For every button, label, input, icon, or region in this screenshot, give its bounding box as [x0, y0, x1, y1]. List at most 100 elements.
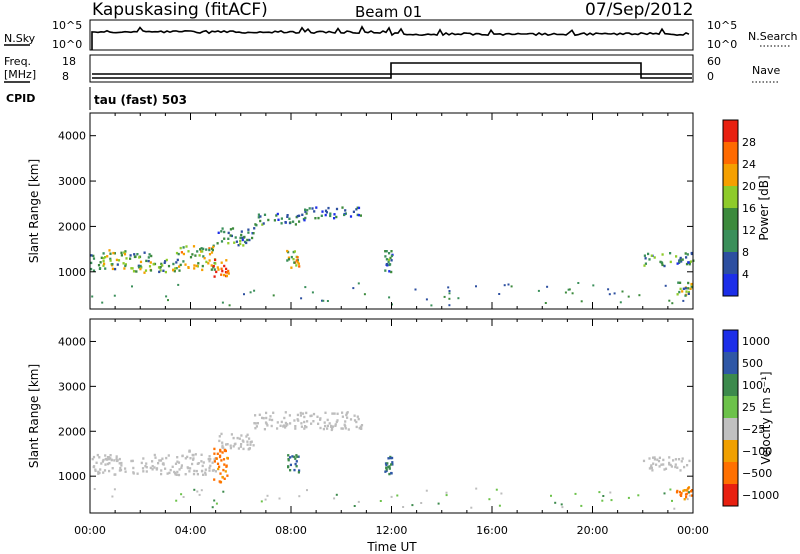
echo-cell	[93, 488, 96, 490]
echo-cell	[184, 457, 187, 460]
echo-cell	[174, 471, 177, 475]
echo-cell	[136, 253, 139, 256]
echo-cell	[143, 271, 146, 274]
x-tick-label: 20:00	[577, 524, 609, 537]
echo-cell	[488, 498, 491, 501]
echo-cell	[293, 419, 296, 422]
echo-cell	[163, 261, 166, 264]
echo-cell	[205, 248, 208, 251]
echo-cell	[213, 478, 216, 481]
echo-cell	[303, 420, 306, 424]
echo-cell	[217, 467, 220, 471]
echo-cell	[99, 261, 102, 264]
echo-cell	[102, 257, 105, 260]
echo-cell	[294, 427, 297, 430]
echo-cell	[223, 448, 226, 452]
echo-cell	[324, 424, 327, 428]
echo-cell	[475, 487, 478, 490]
echo-cell	[224, 470, 227, 473]
nave-label: Nave	[752, 64, 780, 77]
echo-cell	[280, 217, 283, 220]
echo-cell	[221, 451, 224, 454]
echo-cell	[649, 465, 653, 469]
echo-cell	[385, 468, 388, 471]
echo-cell	[261, 416, 264, 420]
echo-cell	[243, 293, 245, 296]
echo-cell	[344, 212, 347, 215]
echo-cell	[185, 245, 188, 248]
echo-cell	[437, 502, 440, 505]
echo-cell	[388, 465, 391, 468]
echo-cell	[685, 290, 688, 293]
echo-cell	[174, 267, 177, 270]
echo-cell	[299, 414, 302, 417]
echo-cell	[304, 208, 307, 211]
echo-cell	[568, 288, 571, 291]
echo-cell	[601, 499, 604, 502]
echo-cell	[219, 450, 222, 453]
time-axis-label: Time UT	[366, 540, 417, 554]
echo-cell	[240, 434, 243, 437]
echo-cell	[248, 238, 251, 242]
echo-cell	[297, 471, 300, 474]
echo-cell	[182, 260, 185, 263]
echo-cell	[289, 456, 292, 459]
echo-cell	[212, 245, 215, 249]
echo-cell	[287, 457, 290, 461]
echo-cell	[171, 465, 174, 468]
echo-cell	[689, 287, 692, 290]
echo-cell	[686, 488, 689, 492]
echo-cell	[297, 262, 300, 265]
echo-cell	[211, 248, 214, 252]
echo-cell	[218, 455, 222, 459]
echo-cell	[675, 491, 679, 494]
time-axis: 00:00 04:00 08:00 12:00 16:00 20:00 00:00	[74, 524, 709, 537]
echo-cell	[279, 424, 282, 427]
echo-cell	[287, 454, 290, 457]
echo-cell	[391, 463, 394, 466]
colorbar-tick-label: 12	[742, 224, 756, 237]
echo-cell	[213, 452, 216, 455]
echo-cell	[207, 457, 210, 461]
echo-cell	[148, 265, 152, 268]
echo-cell	[292, 250, 295, 254]
echo-cell	[129, 257, 132, 260]
echo-cell	[221, 269, 224, 273]
echo-cell	[177, 252, 180, 256]
echo-cell	[219, 448, 222, 452]
echo-cell	[199, 248, 202, 251]
echo-cell	[304, 216, 307, 220]
echo-cell	[220, 230, 223, 233]
echo-cell	[684, 294, 687, 297]
echo-cell	[104, 454, 107, 457]
echo-cell	[335, 493, 338, 496]
echo-cell	[681, 290, 684, 293]
echo-cell	[201, 264, 204, 268]
echo-cell	[656, 458, 659, 461]
echo-cell	[443, 295, 446, 298]
echo-cell	[292, 258, 295, 261]
echo-cell	[647, 252, 650, 256]
echo-cell	[312, 412, 316, 416]
echo-cell	[223, 264, 226, 268]
echo-cell	[132, 466, 135, 470]
echo-cell	[289, 422, 292, 425]
echo-cell	[222, 458, 226, 461]
echo-cell	[353, 419, 357, 422]
echo-cell	[686, 498, 689, 501]
echo-cell	[326, 300, 329, 302]
echo-cell	[188, 450, 191, 453]
x-tick-label: 04:00	[175, 524, 207, 537]
echo-cell	[168, 471, 171, 475]
echo-cell	[295, 259, 298, 262]
echo-cell	[175, 251, 179, 255]
echo-cell	[189, 467, 192, 470]
echo-cell	[102, 252, 105, 255]
echo-cell	[288, 217, 291, 220]
echo-cell	[131, 459, 134, 463]
echo-cell	[648, 258, 651, 261]
echo-cell	[537, 289, 540, 292]
colorbar-segment	[723, 330, 738, 352]
noise-strip: N.Sky 10^5 10^0 10^5 10^0 N.Search	[4, 19, 798, 51]
echo-cell	[123, 267, 126, 270]
